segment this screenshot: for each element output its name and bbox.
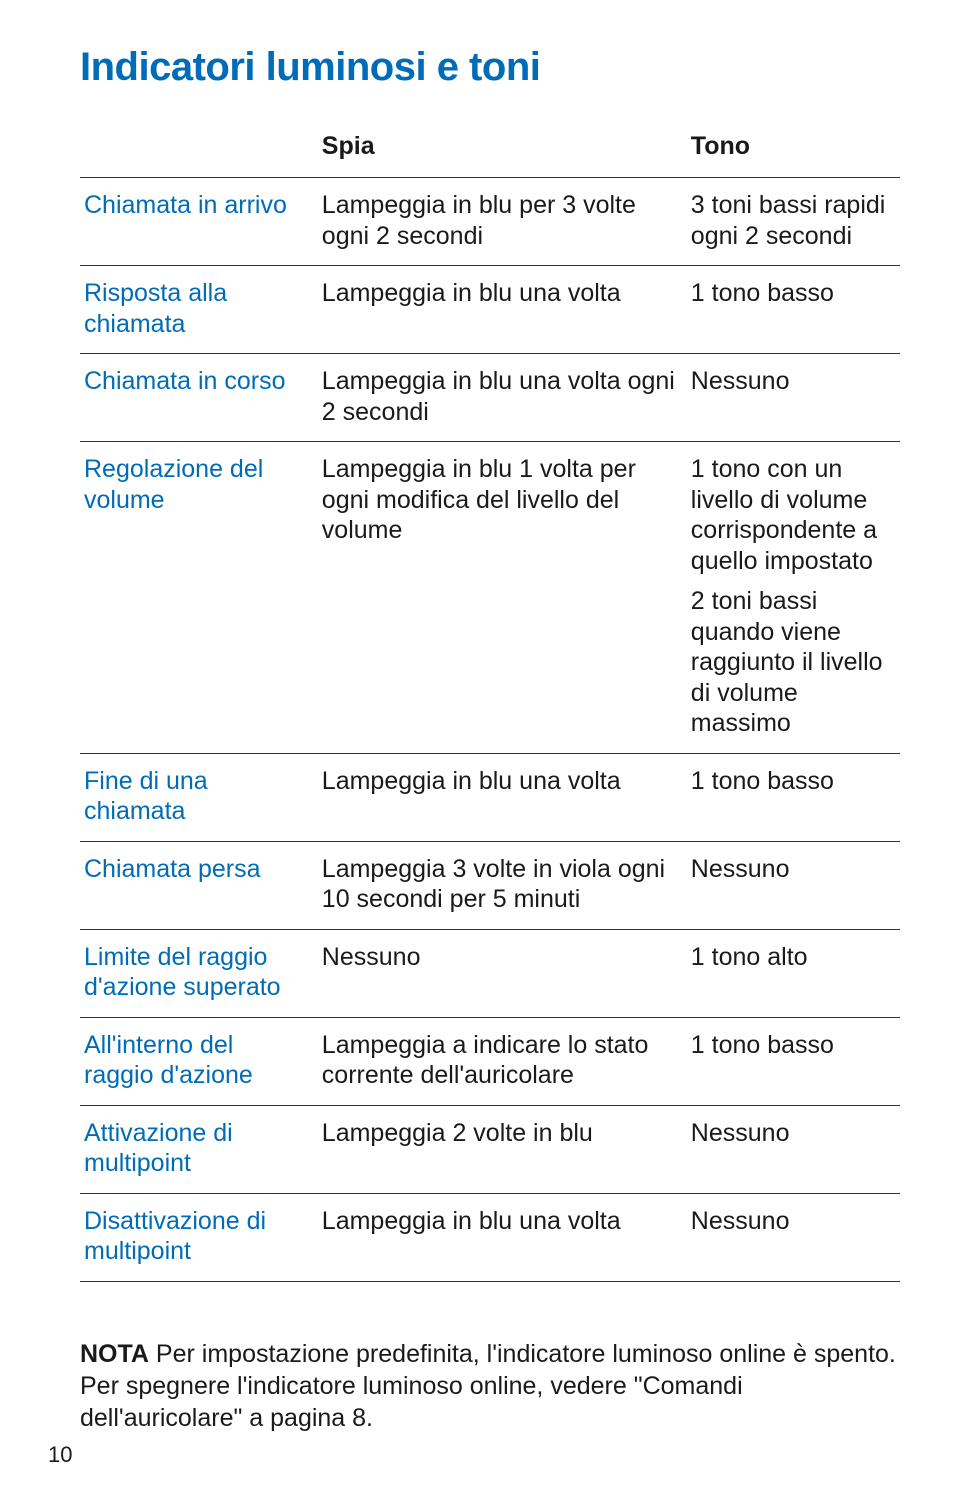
row-spia: Lampeggia in blu una volta xyxy=(318,753,687,841)
header-spia: Spia xyxy=(318,132,687,178)
row-label: Limite del raggio d'azione superato xyxy=(80,929,318,1017)
header-empty xyxy=(80,132,318,178)
row-spia: Lampeggia 3 volte in viola ogni 10 secon… xyxy=(318,841,687,929)
row-label: Regolazione del volume xyxy=(80,442,318,754)
header-tono: Tono xyxy=(687,132,900,178)
table-body: Chiamata in arrivoLampeggia in blu per 3… xyxy=(80,178,900,1282)
row-tono: Nessuno xyxy=(687,354,900,442)
row-spia: Lampeggia in blu 1 volta per ogni modifi… xyxy=(318,442,687,754)
row-tono: Nessuno xyxy=(687,841,900,929)
table-row: Attivazione di multipointLampeggia 2 vol… xyxy=(80,1105,900,1193)
row-label: Chiamata persa xyxy=(80,841,318,929)
table-row: Risposta alla chiamataLampeggia in blu u… xyxy=(80,266,900,354)
table-row: Disattivazione di multipointLampeggia in… xyxy=(80,1193,900,1281)
table-row: Fine di una chiamataLampeggia in blu una… xyxy=(80,753,900,841)
page-title: Indicatori luminosi e toni xyxy=(80,45,900,90)
note-text: Per impostazione predefinita, l'indicato… xyxy=(80,1340,896,1432)
row-label: All'interno del raggio d'azione xyxy=(80,1017,318,1105)
table-row: Chiamata in arrivoLampeggia in blu per 3… xyxy=(80,178,900,266)
page-number: 10 xyxy=(48,1442,72,1468)
row-label: Disattivazione di multipoint xyxy=(80,1193,318,1281)
row-spia: Lampeggia in blu per 3 volte ogni 2 seco… xyxy=(318,178,687,266)
note: NOTA Per impostazione predefinita, l'ind… xyxy=(80,1338,900,1434)
table-row: Chiamata persaLampeggia 3 volte in viola… xyxy=(80,841,900,929)
row-label: Chiamata in corso xyxy=(80,354,318,442)
row-tono: Nessuno xyxy=(687,1105,900,1193)
row-label: Chiamata in arrivo xyxy=(80,178,318,266)
row-label: Risposta alla chiamata xyxy=(80,266,318,354)
row-label: Fine di una chiamata xyxy=(80,753,318,841)
row-spia: Lampeggia a indicare lo stato corrente d… xyxy=(318,1017,687,1105)
table-row: Chiamata in corsoLampeggia in blu una vo… xyxy=(80,354,900,442)
row-spia: Lampeggia 2 volte in blu xyxy=(318,1105,687,1193)
row-label: Attivazione di multipoint xyxy=(80,1105,318,1193)
row-tono: 1 tono con un livello di volume corrispo… xyxy=(687,442,900,754)
row-tono: 3 toni bassi rapidi ogni 2 secondi xyxy=(687,178,900,266)
row-spia: Lampeggia in blu una volta xyxy=(318,266,687,354)
row-spia: Lampeggia in blu una volta xyxy=(318,1193,687,1281)
row-tono: 1 tono alto xyxy=(687,929,900,1017)
indicators-table: Spia Tono Chiamata in arrivoLampeggia in… xyxy=(80,132,900,1282)
row-spia: Lampeggia in blu una volta ogni 2 second… xyxy=(318,354,687,442)
table-row: Limite del raggio d'azione superatoNessu… xyxy=(80,929,900,1017)
row-spia: Nessuno xyxy=(318,929,687,1017)
table-row: All'interno del raggio d'azioneLampeggia… xyxy=(80,1017,900,1105)
row-tono: 1 tono basso xyxy=(687,266,900,354)
row-tono: 1 tono basso xyxy=(687,753,900,841)
row-tono: 1 tono basso xyxy=(687,1017,900,1105)
row-tono: Nessuno xyxy=(687,1193,900,1281)
note-bold: NOTA xyxy=(80,1340,149,1368)
table-row: Regolazione del volumeLampeggia in blu 1… xyxy=(80,442,900,754)
